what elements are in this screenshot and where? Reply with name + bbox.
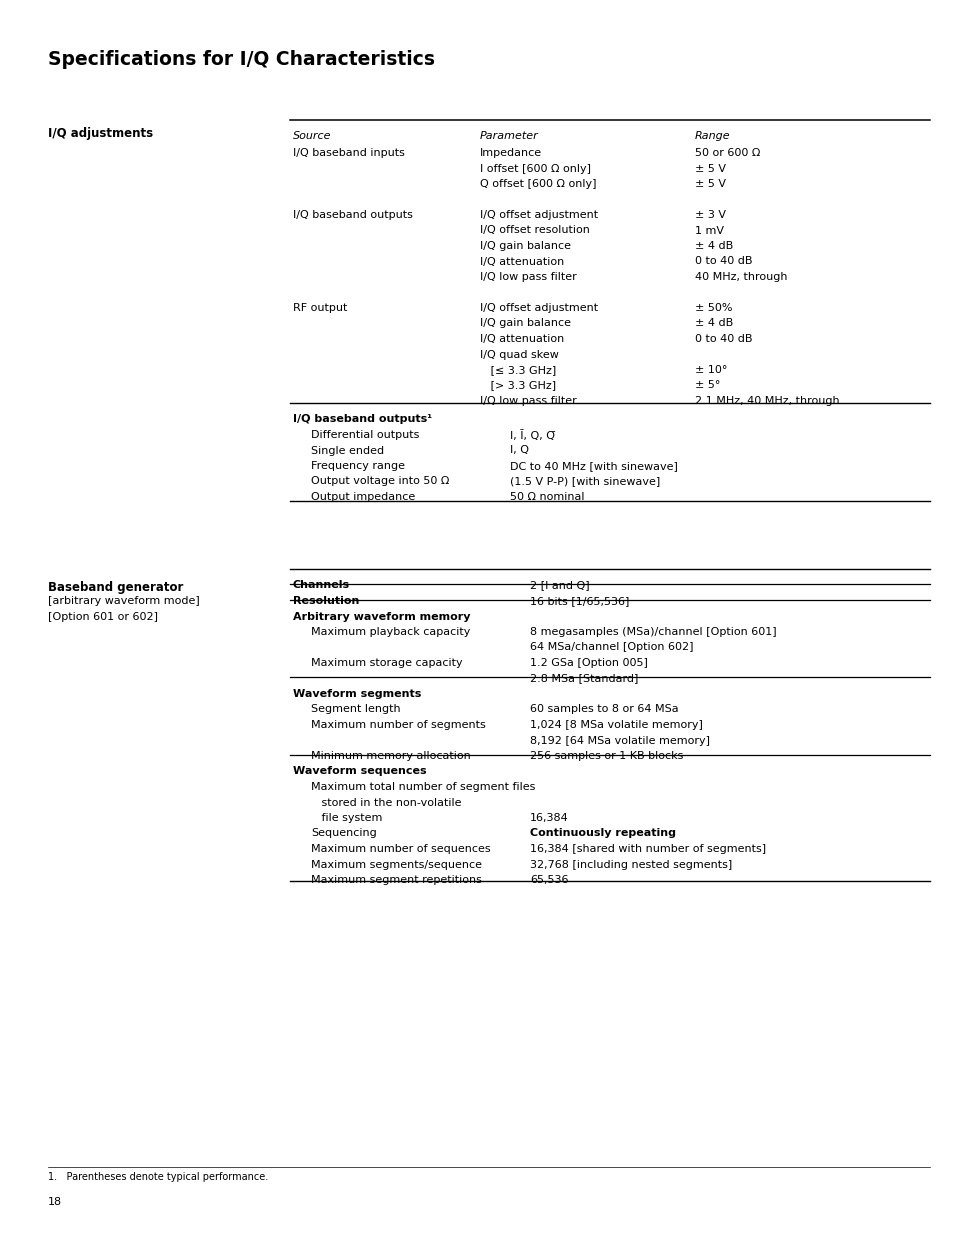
Text: 60 samples to 8 or 64 MSa: 60 samples to 8 or 64 MSa bbox=[530, 704, 678, 715]
Text: Maximum playback capacity: Maximum playback capacity bbox=[311, 627, 470, 637]
Text: Maximum total number of segment files: Maximum total number of segment files bbox=[311, 782, 535, 792]
Text: I/Q offset adjustment: I/Q offset adjustment bbox=[479, 303, 598, 312]
Text: 65,536: 65,536 bbox=[530, 876, 568, 885]
Text: Differential outputs: Differential outputs bbox=[311, 430, 419, 440]
Text: 8,192 [64 MSa volatile memory]: 8,192 [64 MSa volatile memory] bbox=[530, 736, 709, 746]
Text: I/Q attenuation: I/Q attenuation bbox=[479, 333, 563, 345]
Text: 16,384: 16,384 bbox=[530, 813, 568, 823]
Text: Segment length: Segment length bbox=[311, 704, 400, 715]
Text: I/Q low pass filter: I/Q low pass filter bbox=[479, 272, 577, 282]
Text: I/Q baseband inputs: I/Q baseband inputs bbox=[293, 148, 404, 158]
Text: Maximum storage capacity: Maximum storage capacity bbox=[311, 658, 462, 668]
Text: Waveform sequences: Waveform sequences bbox=[293, 767, 426, 777]
Text: 0 to 40 dB: 0 to 40 dB bbox=[695, 257, 752, 267]
Text: 16 bits [1/65,536]: 16 bits [1/65,536] bbox=[530, 597, 629, 606]
Text: DC to 40 MHz [with sinewave]: DC to 40 MHz [with sinewave] bbox=[510, 461, 678, 471]
Text: Range: Range bbox=[695, 131, 730, 141]
Text: ± 5 V: ± 5 V bbox=[695, 179, 725, 189]
Text: Q offset [600 Ω only]: Q offset [600 Ω only] bbox=[479, 179, 596, 189]
Text: I/Q low pass filter: I/Q low pass filter bbox=[479, 396, 577, 406]
Text: ± 10°: ± 10° bbox=[695, 366, 726, 375]
Text: I/Q adjustments: I/Q adjustments bbox=[48, 127, 153, 140]
Text: [≤ 3.3 GHz]: [≤ 3.3 GHz] bbox=[479, 366, 556, 375]
Text: Output voltage into 50 Ω: Output voltage into 50 Ω bbox=[311, 477, 449, 487]
Text: Waveform segments: Waveform segments bbox=[293, 689, 421, 699]
Text: I/Q gain balance: I/Q gain balance bbox=[479, 319, 571, 329]
Text: [> 3.3 GHz]: [> 3.3 GHz] bbox=[479, 380, 556, 390]
Text: Maximum number of segments: Maximum number of segments bbox=[311, 720, 485, 730]
Text: [arbitrary waveform mode]: [arbitrary waveform mode] bbox=[48, 597, 199, 606]
Text: (1.5 V P-P) [with sinewave]: (1.5 V P-P) [with sinewave] bbox=[510, 477, 659, 487]
Text: I/Q baseband outputs¹: I/Q baseband outputs¹ bbox=[293, 415, 432, 425]
Text: Resolution: Resolution bbox=[293, 597, 359, 606]
Text: I offset [600 Ω only]: I offset [600 Ω only] bbox=[479, 163, 590, 173]
Text: 1,024 [8 MSa volatile memory]: 1,024 [8 MSa volatile memory] bbox=[530, 720, 702, 730]
Text: Continuously repeating: Continuously repeating bbox=[530, 829, 676, 839]
Text: Impedance: Impedance bbox=[479, 148, 541, 158]
Text: Parameter: Parameter bbox=[479, 131, 538, 141]
Text: Baseband generator: Baseband generator bbox=[48, 580, 183, 594]
Text: 256 samples or 1 KB blocks: 256 samples or 1 KB blocks bbox=[530, 751, 682, 761]
Text: 1.2 GSa [Option 005]: 1.2 GSa [Option 005] bbox=[530, 658, 647, 668]
Text: ± 50%: ± 50% bbox=[695, 303, 732, 312]
Text: 16,384 [shared with number of segments]: 16,384 [shared with number of segments] bbox=[530, 844, 765, 853]
Text: Maximum segments/sequence: Maximum segments/sequence bbox=[311, 860, 481, 869]
Text: 1 mV: 1 mV bbox=[695, 226, 723, 236]
Text: I/Q offset resolution: I/Q offset resolution bbox=[479, 226, 589, 236]
Text: ± 5 V: ± 5 V bbox=[695, 163, 725, 173]
Text: I, Ī, Q, Q̅: I, Ī, Q, Q̅ bbox=[510, 430, 555, 441]
Text: I/Q baseband outputs: I/Q baseband outputs bbox=[293, 210, 413, 220]
Text: I, Q: I, Q bbox=[510, 446, 529, 456]
Text: ± 3 V: ± 3 V bbox=[695, 210, 725, 220]
Text: ± 4 dB: ± 4 dB bbox=[695, 241, 733, 251]
Text: Sequencing: Sequencing bbox=[311, 829, 376, 839]
Text: 64 MSa/channel [Option 602]: 64 MSa/channel [Option 602] bbox=[530, 642, 693, 652]
Text: 2.1 MHz, 40 MHz, through: 2.1 MHz, 40 MHz, through bbox=[695, 396, 839, 406]
Text: 2.8 MSa [Standard]: 2.8 MSa [Standard] bbox=[530, 673, 638, 683]
Text: Minimum memory allocation: Minimum memory allocation bbox=[311, 751, 470, 761]
Text: 50 Ω nominal: 50 Ω nominal bbox=[510, 492, 584, 501]
Text: Arbitrary waveform memory: Arbitrary waveform memory bbox=[293, 611, 470, 621]
Text: Frequency range: Frequency range bbox=[311, 461, 405, 471]
Text: 8 megasamples (MSa)/channel [Option 601]: 8 megasamples (MSa)/channel [Option 601] bbox=[530, 627, 776, 637]
Text: 2 [I and Q]: 2 [I and Q] bbox=[530, 580, 589, 590]
Text: 32,768 [including nested segments]: 32,768 [including nested segments] bbox=[530, 860, 732, 869]
Text: ± 5°: ± 5° bbox=[695, 380, 720, 390]
Text: [Option 601 or 602]: [Option 601 or 602] bbox=[48, 611, 158, 621]
Text: ± 4 dB: ± 4 dB bbox=[695, 319, 733, 329]
Text: I/Q offset adjustment: I/Q offset adjustment bbox=[479, 210, 598, 220]
Text: 40 MHz, through: 40 MHz, through bbox=[695, 272, 786, 282]
Text: Output impedance: Output impedance bbox=[311, 492, 415, 501]
Text: 1.   Parentheses denote typical performance.: 1. Parentheses denote typical performanc… bbox=[48, 1172, 268, 1182]
Text: Maximum segment repetitions: Maximum segment repetitions bbox=[311, 876, 481, 885]
Text: 50 or 600 Ω: 50 or 600 Ω bbox=[695, 148, 760, 158]
Text: I/Q quad skew: I/Q quad skew bbox=[479, 350, 558, 359]
Text: 18: 18 bbox=[48, 1197, 62, 1207]
Text: I/Q gain balance: I/Q gain balance bbox=[479, 241, 571, 251]
Text: file system: file system bbox=[311, 813, 382, 823]
Text: I/Q attenuation: I/Q attenuation bbox=[479, 257, 563, 267]
Text: Maximum number of sequences: Maximum number of sequences bbox=[311, 844, 490, 853]
Text: stored in the non-volatile: stored in the non-volatile bbox=[311, 798, 461, 808]
Text: Specifications for I/Q Characteristics: Specifications for I/Q Characteristics bbox=[48, 49, 435, 69]
Text: Source: Source bbox=[293, 131, 331, 141]
Text: RF output: RF output bbox=[293, 303, 347, 312]
Text: Single ended: Single ended bbox=[311, 446, 384, 456]
Text: 0 to 40 dB: 0 to 40 dB bbox=[695, 333, 752, 345]
Text: Channels: Channels bbox=[293, 580, 350, 590]
